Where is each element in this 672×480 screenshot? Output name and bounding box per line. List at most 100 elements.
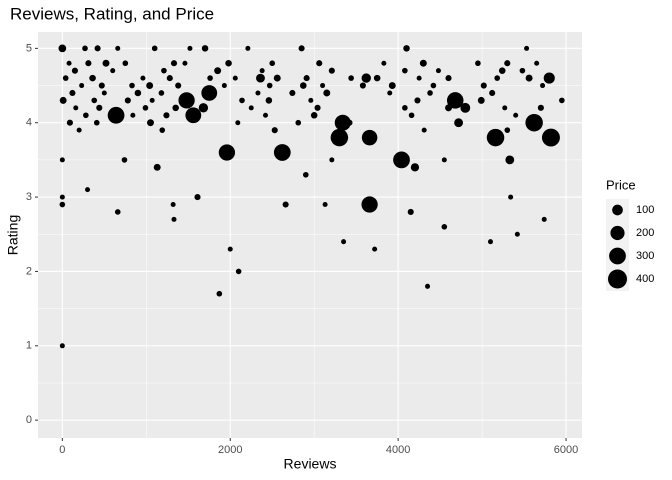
point <box>303 75 310 82</box>
point <box>59 343 65 349</box>
x-tick-label: 6000 <box>554 444 578 456</box>
x-tick-label: 0 <box>59 444 65 456</box>
point <box>82 45 88 52</box>
point <box>262 112 269 118</box>
point <box>359 82 366 89</box>
point <box>107 106 125 124</box>
point <box>525 74 533 82</box>
point <box>361 129 378 146</box>
legend-point <box>610 225 625 241</box>
point <box>151 45 158 52</box>
point <box>96 104 103 111</box>
point <box>427 90 433 96</box>
point <box>171 216 177 222</box>
y-axis-title: Rating <box>5 215 21 255</box>
point <box>334 114 351 131</box>
point <box>445 75 452 82</box>
point <box>329 157 335 163</box>
point <box>494 75 501 81</box>
point <box>85 187 91 193</box>
point <box>541 128 560 147</box>
point <box>489 89 496 97</box>
point <box>513 112 519 118</box>
point <box>79 83 85 89</box>
point <box>372 246 378 252</box>
y-tick-label: 2 <box>26 265 32 277</box>
point <box>235 120 241 126</box>
point <box>170 202 176 208</box>
point <box>114 209 121 215</box>
legend-label: 300 <box>636 250 654 262</box>
point <box>407 208 414 216</box>
point <box>328 67 335 74</box>
legend-point <box>609 247 626 265</box>
point <box>387 90 393 96</box>
point <box>519 67 526 74</box>
point <box>559 97 565 104</box>
point <box>248 105 254 111</box>
x-axis-title: Reviews <box>284 456 337 472</box>
legend-point <box>608 269 627 289</box>
point <box>59 96 67 104</box>
point <box>320 83 326 89</box>
point <box>170 60 178 67</box>
point <box>300 82 307 89</box>
point <box>330 128 349 147</box>
y-tick-label: 5 <box>26 42 32 54</box>
point <box>93 119 100 126</box>
point <box>504 127 511 133</box>
point <box>91 97 98 104</box>
point <box>289 89 296 97</box>
point <box>98 82 105 89</box>
point <box>486 128 505 147</box>
point <box>76 127 82 133</box>
point <box>185 107 202 124</box>
point <box>460 102 471 113</box>
grid <box>38 32 582 438</box>
point <box>187 45 193 51</box>
point <box>414 97 421 104</box>
point <box>393 151 410 169</box>
chart-title: Reviews, Rating, and Price <box>10 4 214 23</box>
point <box>446 92 464 109</box>
point <box>121 157 128 163</box>
point <box>435 68 441 74</box>
point <box>310 112 318 119</box>
point <box>158 90 165 96</box>
point <box>255 90 261 96</box>
point <box>504 60 511 67</box>
point <box>89 74 96 82</box>
point <box>505 155 515 165</box>
point <box>207 75 213 81</box>
point <box>410 163 420 172</box>
point <box>134 89 142 97</box>
point <box>416 75 422 81</box>
point <box>265 97 273 104</box>
x-tick-label: 2000 <box>218 444 242 456</box>
point <box>403 45 410 52</box>
point <box>323 89 331 97</box>
point <box>543 72 555 84</box>
point <box>201 45 209 52</box>
point <box>430 82 437 89</box>
point <box>346 119 353 126</box>
x-tick-label: 4000 <box>386 444 410 456</box>
point <box>441 224 448 230</box>
point <box>361 73 371 83</box>
point <box>475 60 481 67</box>
point <box>514 231 520 237</box>
point <box>266 82 273 89</box>
point <box>273 144 291 161</box>
point <box>124 97 131 104</box>
point <box>69 89 76 97</box>
point <box>498 67 506 74</box>
point <box>402 105 408 111</box>
point <box>419 59 427 67</box>
point <box>341 239 347 245</box>
point <box>130 112 136 118</box>
point <box>178 92 195 109</box>
point <box>525 113 543 132</box>
point <box>94 45 101 52</box>
point <box>175 82 182 89</box>
point <box>441 157 447 163</box>
